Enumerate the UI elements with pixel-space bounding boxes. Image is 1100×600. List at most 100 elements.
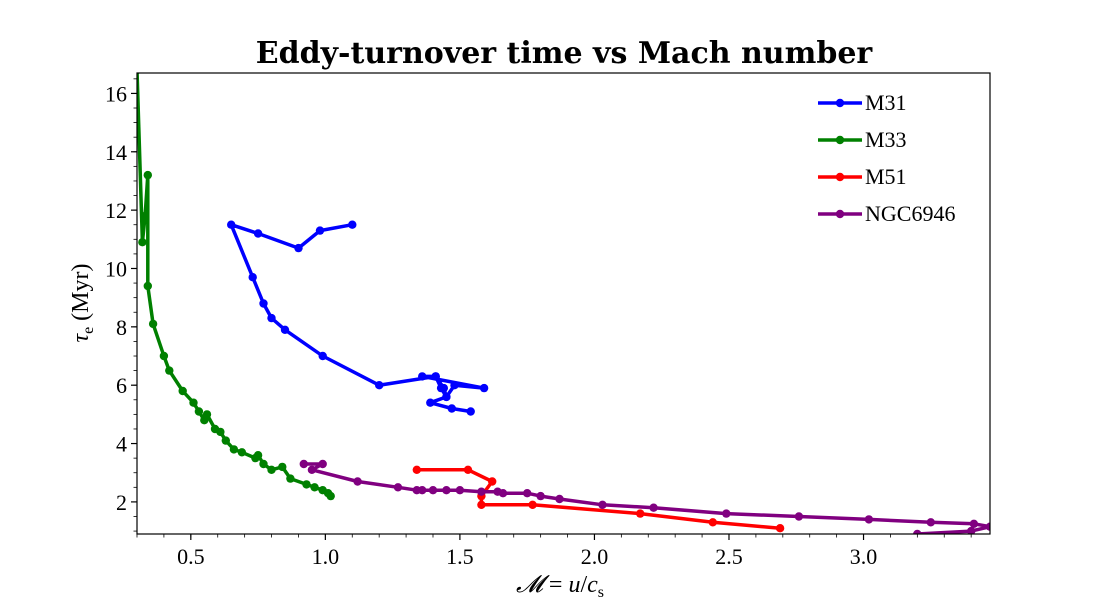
data-point-m33 [237,448,247,457]
data-point-ngc6946 [555,494,564,504]
data-point-m31 [479,383,489,393]
data-point-m51 [775,524,785,533]
data-point-ngc6946 [318,459,327,469]
legend-label-m31: M31 [865,90,907,115]
data-point-m51 [636,509,645,518]
legend-marker-m51 [835,172,845,182]
data-point-m33 [326,491,335,501]
data-point-ngc6946 [913,529,922,534]
data-point-ngc6946 [523,489,532,498]
data-point-m31 [315,226,325,235]
data-point-ngc6946 [393,483,403,492]
plot-frame [136,72,991,535]
data-point-m31 [294,243,303,253]
legend-marker-ngc6946 [835,209,845,219]
x-tick-label: 0.5 [177,544,205,569]
data-point-m33 [310,483,319,492]
x-tick-label: 1.5 [446,544,474,569]
data-point-m33 [202,410,212,419]
x-axis-label-c: c [587,572,598,598]
y-tick-label: 2 [116,490,127,515]
legend-marker-m33 [835,135,845,145]
legend: M31 M33 M51 NGC6946 [818,90,955,226]
x-axis-label-subscript: s [598,584,604,600]
y-tick-label: 16 [105,81,127,106]
series-layer [137,73,990,534]
data-point-m33 [302,480,311,489]
data-point-m31 [227,220,236,229]
legend-label-m51: M51 [865,164,907,189]
data-point-m31 [280,325,290,334]
data-point-ngc6946 [477,487,486,496]
data-point-ngc6946 [722,509,731,518]
data-point-ngc6946 [969,519,979,528]
x-axis-label-u: u [568,572,580,598]
data-point-ngc6946 [307,465,317,474]
data-point-m33 [159,351,169,361]
data-point-m33 [143,170,152,180]
data-point-m33 [165,366,174,375]
data-point-m31 [375,381,384,390]
data-point-ngc6946 [967,526,976,534]
data-point-ngc6946 [299,459,308,469]
data-point-ngc6946 [442,486,451,495]
legend-label-m33: M33 [865,127,907,152]
data-point-ngc6946 [864,515,874,524]
data-point-m31 [447,404,456,413]
data-point-m31 [253,229,263,238]
data-point-m31 [267,313,276,323]
y-axis-label-unit: (Myr) [68,263,94,326]
x-axis-label: 𝓜 = u/cs [516,572,604,600]
y-tick-label: 10 [105,256,127,281]
data-point-m33 [189,398,198,407]
data-point-m31 [248,273,257,282]
data-point-ngc6946 [536,491,545,501]
data-point-m33 [148,319,158,329]
data-point-m51 [463,465,473,474]
data-point-ngc6946 [498,489,508,498]
data-point-ngc6946 [428,486,438,495]
x-tick-label: 1.0 [312,544,340,569]
data-point-ngc6946 [353,477,362,486]
data-point-m33 [221,436,230,445]
data-point-m33 [278,462,287,472]
data-point-ngc6946 [794,512,804,521]
data-point-ngc6946 [598,500,607,509]
y-tick-label: 12 [105,198,127,223]
data-point-m31 [259,299,268,308]
data-point-m31 [418,372,427,381]
data-point-m33 [138,238,147,247]
data-point-ngc6946 [455,486,465,495]
y-axis-label-subscript: e [80,327,97,334]
data-point-m31 [439,383,448,393]
data-point-m33 [178,386,187,396]
data-point-m51 [488,477,497,486]
data-point-ngc6946 [649,503,658,512]
data-point-m31 [466,407,475,416]
data-point-m31 [318,351,327,361]
x-axis-label-slash: / [580,572,587,598]
x-tick-label: 2.5 [715,544,743,569]
y-tick-label: 8 [116,315,127,340]
data-point-m33 [140,211,150,221]
data-point-ngc6946 [418,486,427,495]
data-point-m33 [229,445,239,454]
data-point-m51 [528,500,537,509]
data-point-m33 [143,281,152,291]
y-axis-label: τe (Myr) [68,263,97,342]
y-axis-label-tau: τ [68,333,94,343]
chart-title: Eddy-turnover time vs Mach number [256,36,874,71]
y-tick-label: 14 [105,140,127,165]
data-point-m31 [348,220,357,229]
data-point-m33 [286,474,295,483]
x-tick-label: 3.0 [850,544,878,569]
data-point-m31 [442,392,451,402]
y-tick-label: 4 [116,432,127,457]
data-point-m51 [477,500,486,509]
data-point-m51 [412,465,421,474]
legend-label-ngc6946: NGC6946 [865,201,955,226]
data-point-m33 [216,427,225,437]
x-tick-label: 2.0 [581,544,609,569]
data-point-m33 [267,465,276,474]
